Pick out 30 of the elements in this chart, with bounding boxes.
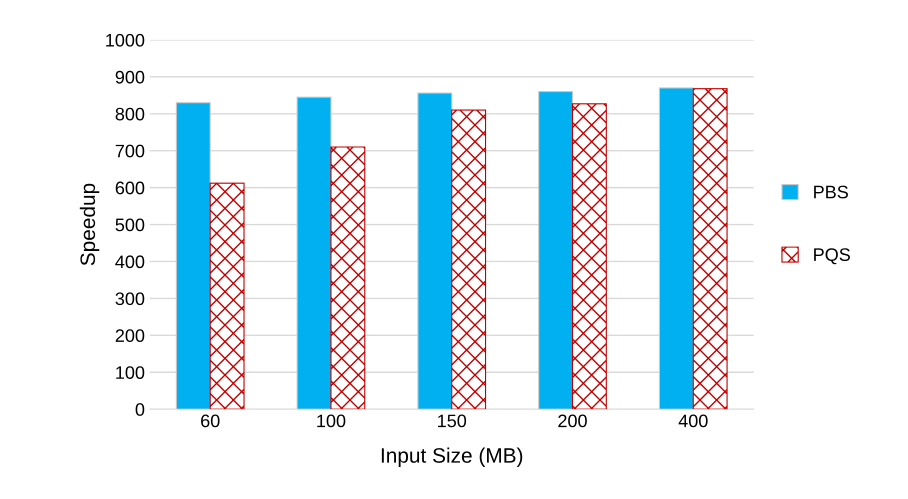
bar bbox=[330, 146, 366, 410]
bar bbox=[658, 87, 694, 410]
x-tick-label: 60 bbox=[201, 414, 220, 428]
bar bbox=[176, 102, 211, 410]
legend-label: PQS bbox=[814, 248, 850, 264]
y-tick-label: 900 bbox=[116, 70, 144, 84]
y-tick-label: 500 bbox=[116, 218, 144, 232]
x-tick-label: 400 bbox=[678, 414, 708, 428]
y-tick-label: 100 bbox=[116, 366, 144, 379]
bar bbox=[451, 110, 486, 410]
y-tick-label: 800 bbox=[116, 108, 144, 120]
y-tick-label: 200 bbox=[116, 329, 144, 342]
x-tick-label: 150 bbox=[438, 414, 466, 428]
x-axis-title: Input Size (MB) bbox=[382, 448, 522, 467]
x-tick-label: 100 bbox=[317, 414, 346, 428]
bar bbox=[692, 88, 728, 410]
y-tick-label: 1000 bbox=[106, 34, 144, 47]
bar bbox=[210, 182, 245, 410]
y-tick-label: 600 bbox=[116, 182, 144, 194]
bar bbox=[417, 92, 452, 410]
y-tick-label: 300 bbox=[116, 292, 144, 306]
y-axis-title: Speedup bbox=[80, 184, 100, 266]
bar bbox=[538, 91, 574, 410]
y-tick-label: 0 bbox=[136, 403, 144, 416]
legend-label: PBS bbox=[814, 186, 848, 198]
bar bbox=[296, 96, 332, 410]
y-tick-label: 700 bbox=[116, 144, 144, 158]
y-tick-label: 400 bbox=[115, 255, 144, 268]
x-tick-label: 200 bbox=[558, 414, 587, 428]
bar bbox=[572, 103, 607, 410]
